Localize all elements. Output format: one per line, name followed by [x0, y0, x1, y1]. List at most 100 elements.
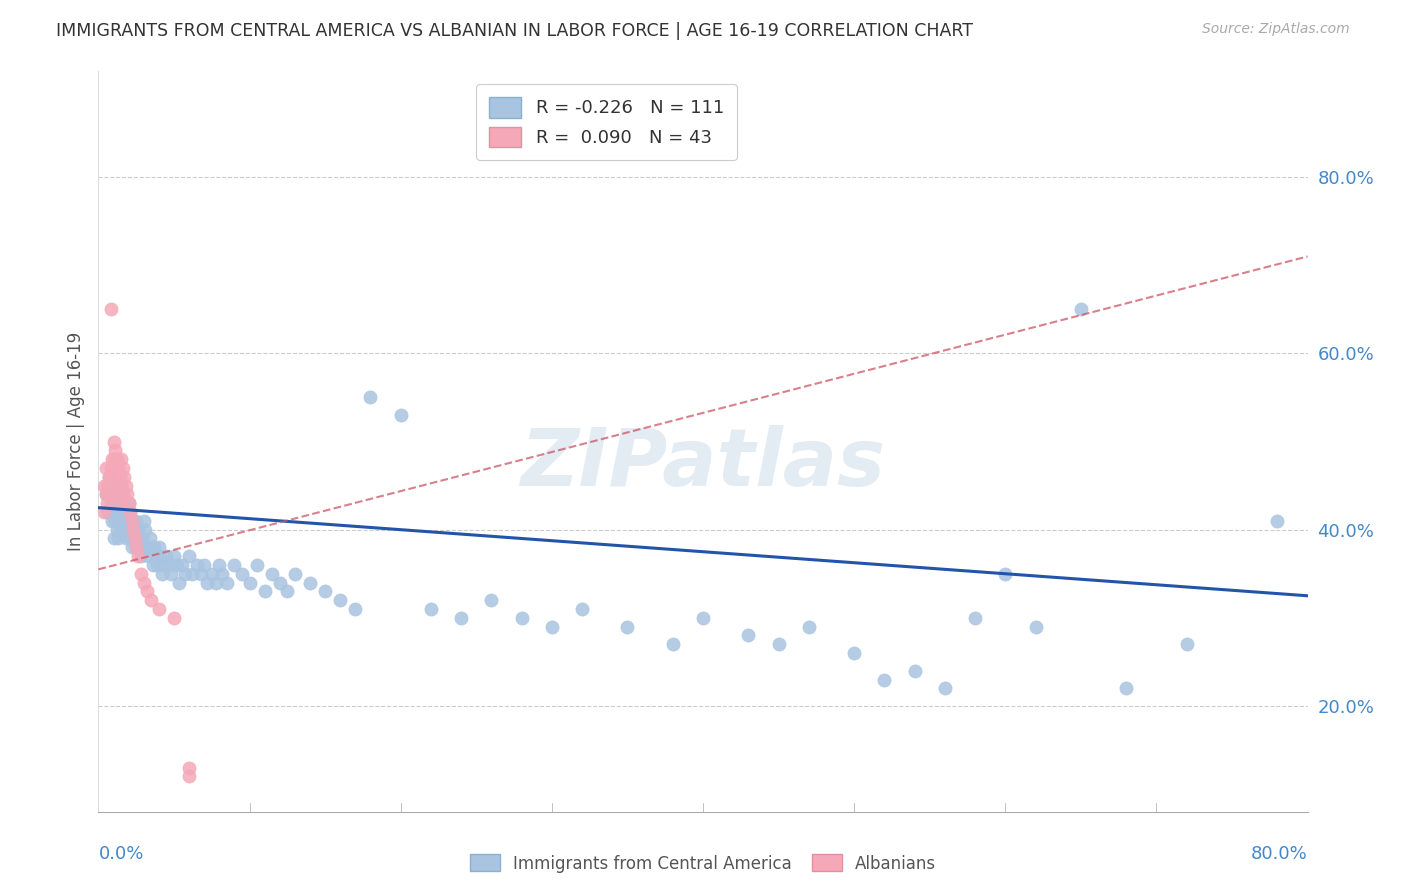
Point [193, 558, 215, 572]
Text: ZIPatlas: ZIPatlas [520, 425, 886, 503]
Point [965, 611, 987, 625]
Point [103, 532, 125, 546]
Point [195, 575, 218, 590]
Point [96, 496, 118, 510]
Point [160, 566, 183, 581]
Point [112, 496, 135, 510]
Point [269, 575, 291, 590]
Point [100, 302, 122, 317]
Point [108, 514, 131, 528]
Point [201, 566, 224, 581]
Point [114, 532, 136, 546]
Legend: R = -0.226   N = 111, R =  0.090   N = 43: R = -0.226 N = 111, R = 0.090 N = 43 [477, 84, 737, 160]
Text: Source: ZipAtlas.com: Source: ZipAtlas.com [1202, 22, 1350, 37]
Point [1175, 637, 1198, 651]
Point [105, 523, 128, 537]
Point [170, 558, 193, 572]
Text: 80.0%: 80.0% [1251, 845, 1308, 863]
Point [114, 505, 136, 519]
Point [110, 478, 132, 492]
Point [104, 470, 127, 484]
Point [111, 514, 134, 528]
Point [692, 611, 714, 625]
Point [118, 523, 141, 537]
Point [540, 620, 562, 634]
Point [98, 487, 121, 501]
Point [768, 637, 790, 651]
Point [134, 523, 156, 537]
Point [98, 470, 121, 484]
Point [143, 541, 166, 555]
Point [450, 611, 472, 625]
Point [107, 505, 129, 519]
Point [262, 566, 284, 581]
Point [132, 575, 155, 590]
Point [94, 487, 117, 501]
Point [105, 478, 128, 492]
Point [155, 549, 177, 563]
Point [129, 566, 152, 581]
Point [103, 434, 125, 449]
Point [111, 461, 134, 475]
Point [299, 575, 322, 590]
Point [114, 478, 136, 492]
Point [148, 602, 170, 616]
Point [150, 566, 173, 581]
Point [132, 514, 155, 528]
Point [121, 514, 143, 528]
Point [481, 593, 503, 607]
Point [179, 769, 201, 783]
Point [1024, 620, 1046, 634]
Point [510, 611, 533, 625]
Point [111, 487, 134, 501]
Point [108, 496, 131, 510]
Point [1070, 302, 1092, 317]
Point [122, 523, 145, 537]
Point [284, 566, 307, 581]
Point [103, 505, 125, 519]
Point [100, 461, 122, 475]
Point [112, 470, 135, 484]
Point [1267, 514, 1289, 528]
Point [205, 575, 228, 590]
Point [166, 558, 188, 572]
Legend: Immigrants from Central America, Albanians: Immigrants from Central America, Albania… [463, 847, 943, 880]
Point [616, 620, 638, 634]
Point [135, 541, 157, 555]
Point [105, 496, 128, 510]
Point [110, 478, 132, 492]
Point [96, 478, 118, 492]
Point [904, 664, 927, 678]
Point [121, 541, 143, 555]
Point [737, 628, 759, 642]
Point [141, 593, 163, 607]
Point [167, 575, 190, 590]
Point [159, 558, 181, 572]
Point [246, 558, 269, 572]
Point [661, 637, 683, 651]
Point [149, 549, 172, 563]
Point [124, 532, 146, 546]
Point [108, 470, 131, 484]
Point [124, 532, 146, 546]
Point [179, 549, 201, 563]
Point [107, 461, 129, 475]
Point [110, 452, 132, 467]
Point [132, 541, 155, 555]
Point [131, 532, 153, 546]
Text: 0.0%: 0.0% [98, 845, 143, 863]
Point [121, 514, 143, 528]
Point [125, 541, 148, 555]
Point [231, 566, 253, 581]
Point [146, 558, 169, 572]
Point [141, 541, 163, 555]
Point [101, 514, 124, 528]
Point [107, 487, 129, 501]
Point [94, 461, 117, 475]
Point [571, 602, 593, 616]
Point [107, 532, 129, 546]
Point [129, 549, 152, 563]
Point [103, 478, 125, 492]
Text: IMMIGRANTS FROM CENTRAL AMERICA VS ALBANIAN IN LABOR FORCE | AGE 16-19 CORRELATI: IMMIGRANTS FROM CENTRAL AMERICA VS ALBAN… [56, 22, 973, 40]
Point [115, 487, 138, 501]
